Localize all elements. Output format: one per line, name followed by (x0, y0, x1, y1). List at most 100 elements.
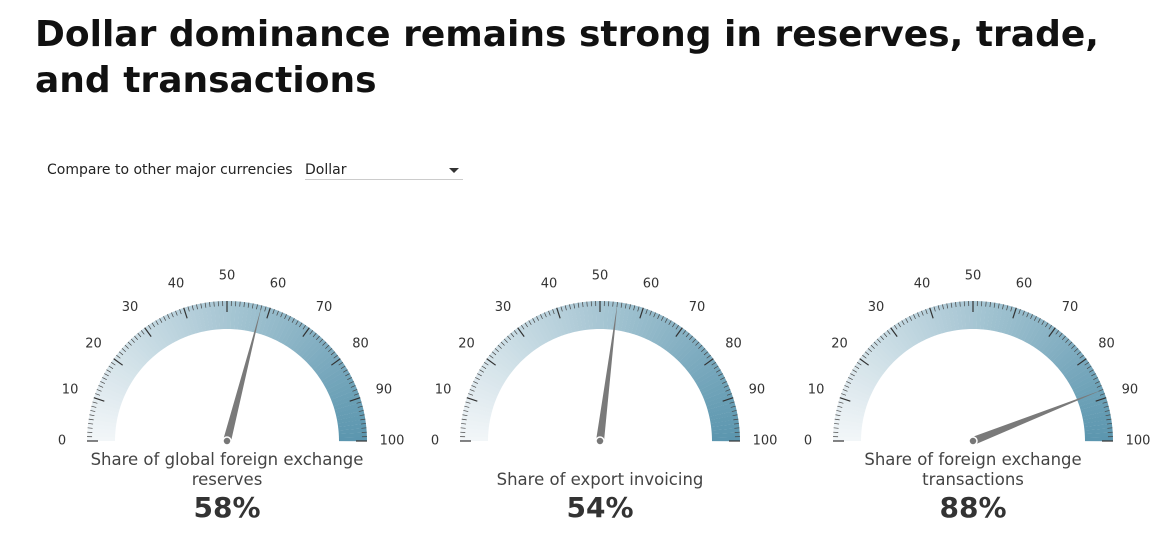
gauge-band (862, 351, 887, 373)
gauge-band (1041, 330, 1063, 355)
minor-tick (89, 414, 95, 417)
gauge-band (890, 325, 911, 351)
minor-tick (463, 410, 469, 412)
tick-label: 10 (62, 383, 79, 398)
minor-tick (894, 325, 898, 330)
minor-tick (1055, 330, 1060, 335)
minor-tick (713, 365, 719, 369)
gauge-band (484, 358, 510, 379)
gauge-band (460, 427, 489, 434)
gauge-band (987, 302, 996, 331)
gauge-band (334, 401, 363, 414)
gauge-band (614, 302, 623, 331)
gauge-band (548, 309, 563, 337)
gauge-band (665, 327, 686, 353)
minor-tick (582, 302, 584, 308)
gauge-band (833, 427, 862, 434)
gauge-band (227, 301, 232, 330)
minor-tick (848, 377, 853, 381)
gauge-band (507, 332, 529, 357)
gauge-band (121, 345, 146, 367)
gauge-band (641, 310, 656, 339)
gauge-band (1044, 333, 1066, 358)
gauge-band (469, 385, 498, 400)
minor-tick (657, 314, 660, 319)
minor-tick (637, 306, 640, 312)
gauge-band (1038, 327, 1059, 353)
minor-tick (465, 401, 471, 404)
major-tick (302, 327, 310, 337)
gauge: 0 10 20 30 40 50 60 70 80 90 100 (804, 269, 1151, 449)
gauge-band (556, 306, 569, 335)
minor-tick (844, 385, 850, 388)
gauge-band (627, 305, 640, 334)
gauge-band (959, 301, 967, 330)
gauge-band (865, 348, 890, 370)
gauge-band (834, 418, 863, 427)
minor-tick (716, 369, 721, 373)
minor-tick (1079, 354, 1084, 359)
gauge-band (637, 309, 652, 337)
minor-tick (1089, 369, 1094, 373)
gauge-band (96, 385, 125, 400)
minor-tick (349, 381, 354, 384)
minor-tick (834, 418, 840, 421)
currency-dropdown[interactable]: Dollar (305, 160, 463, 180)
gauge-band (681, 345, 706, 368)
gauge-band (524, 320, 544, 347)
gauge-band (317, 358, 343, 379)
minor-tick (264, 306, 267, 312)
tick-label: 80 (725, 337, 742, 352)
major-tick (113, 358, 123, 366)
gauge-band (708, 406, 737, 417)
dropdown-caret[interactable] (449, 168, 459, 173)
gauge-band (463, 405, 492, 417)
gauge-band (1082, 410, 1111, 421)
gauge-band (607, 301, 614, 330)
dropdown-value[interactable]: Dollar (305, 162, 347, 178)
minor-tick (711, 362, 716, 366)
minor-tick (1010, 306, 1013, 312)
gauge-band (838, 397, 867, 410)
minor-tick (989, 302, 991, 308)
tick-label: 50 (592, 269, 609, 284)
gauge-band (187, 305, 200, 334)
gauge: 0 10 20 30 40 50 60 70 80 90 100 (58, 269, 405, 449)
minor-tick (703, 351, 709, 356)
minor-tick (573, 303, 576, 309)
minor-tick (137, 332, 142, 338)
minor-tick (179, 309, 182, 315)
gauge-band (333, 397, 362, 410)
minor-tick (937, 305, 940, 311)
major-tick (349, 397, 361, 402)
gauge-band (650, 316, 668, 343)
minor-tick (536, 316, 540, 321)
gauge-band (951, 302, 960, 331)
gauge-band (837, 401, 866, 414)
tick-label: 50 (965, 269, 982, 284)
gauge-band (653, 318, 672, 345)
minor-tick (134, 335, 138, 340)
gauge-band (144, 325, 165, 351)
gauge-band (1000, 305, 1013, 334)
minor-tick (513, 330, 518, 335)
major-tick (675, 327, 683, 337)
gauge-band (620, 303, 631, 332)
gauge-band (887, 327, 908, 353)
minor-tick (532, 318, 536, 323)
gauge-band (942, 303, 953, 332)
gauge-band (624, 304, 636, 333)
minor-tick (124, 344, 129, 349)
minor-tick (1104, 410, 1110, 412)
major-tick (144, 327, 152, 337)
gauge-band (833, 436, 862, 441)
minor-tick (291, 318, 295, 323)
minor-tick (836, 410, 842, 412)
minor-tick (247, 302, 250, 308)
minor-tick (118, 351, 124, 356)
gauge-band (192, 304, 203, 333)
gauge-band (151, 320, 171, 347)
gauge-band (111, 358, 137, 379)
minor-tick (842, 389, 848, 392)
gauge-band (494, 345, 519, 367)
